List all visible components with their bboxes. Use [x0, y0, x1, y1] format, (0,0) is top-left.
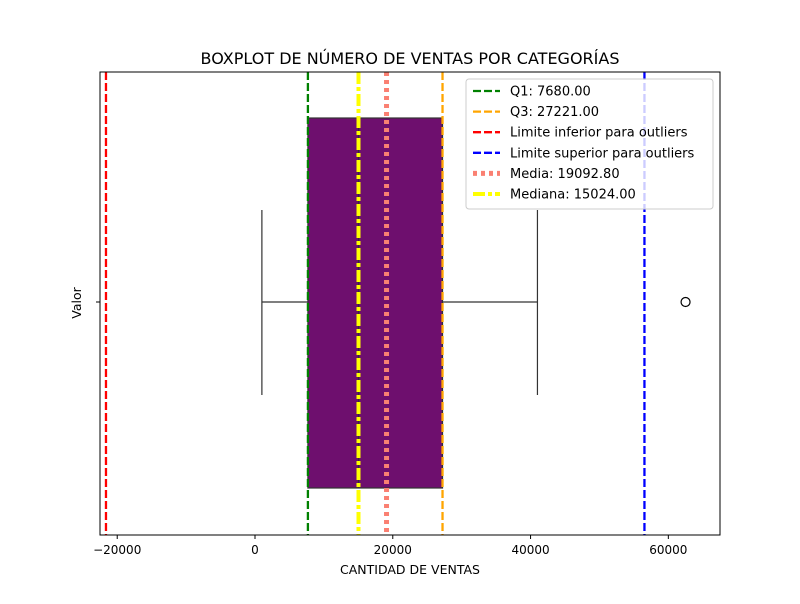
x-tick-label: −20000 — [93, 543, 141, 557]
legend-label: Q3: 27221.00 — [510, 105, 599, 120]
y-axis-label: Valor — [69, 286, 84, 318]
legend-label: Q1: 7680.00 — [510, 85, 591, 100]
x-tick-label: 0 — [251, 543, 259, 557]
x-tick-label: 20000 — [374, 543, 412, 557]
legend-label: Limite inferior para outliers — [510, 126, 688, 141]
box-iqr — [307, 117, 444, 489]
legend-label: Mediana: 15024.00 — [510, 188, 636, 203]
legend-label: Limite superior para outliers — [510, 146, 695, 161]
legend: Q1: 7680.00 Q3: 27221.00 Limite inferior p… — [465, 78, 714, 210]
x-axis-label: CANTIDAD DE VENTAS — [340, 562, 480, 577]
outlier-point — [680, 296, 691, 308]
legend-label: Media: 19092.80 — [510, 167, 620, 182]
legend-box — [465, 78, 714, 210]
chart-title: BOXPLOT DE NÚMERO DE VENTAS POR CATEGORÍ… — [201, 49, 620, 68]
x-tick-label: 40000 — [511, 543, 549, 557]
x-tick-label: 60000 — [649, 543, 687, 557]
axes-frame — [99, 71, 721, 536]
